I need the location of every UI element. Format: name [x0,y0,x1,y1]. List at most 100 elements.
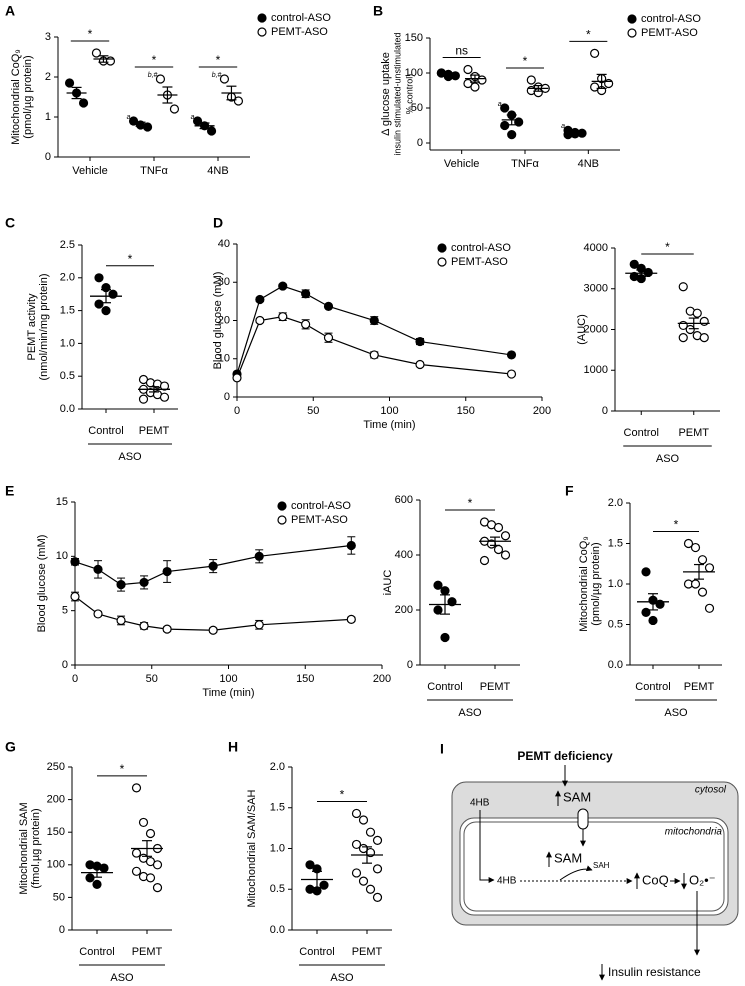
data-point [278,312,288,322]
y-tick-label: 50 [53,891,65,903]
panel-letter: F [565,483,574,499]
legend-marker [627,28,637,38]
data-point [159,392,170,402]
group-label: a [498,101,502,108]
data-point [500,531,511,541]
y-axis-label: (nmol/min/mg protein) [38,274,50,381]
legend-marker [277,515,287,525]
data-point [131,783,142,793]
data-point [93,609,103,619]
panel-letter: H [228,739,238,755]
y-tick-label: 1.5 [608,537,623,549]
data-point [255,315,265,326]
y-tick-label: 0.5 [60,370,75,382]
significance-label: * [674,518,679,532]
data-point [372,835,383,845]
y-tick-label: 2.0 [270,761,285,773]
y-axis-label: (pmol/µg protein) [590,542,602,625]
data-point [440,586,450,596]
y-axis-label: (pmol/µg protein) [22,55,34,138]
data-point [232,373,242,383]
y-tick-label: 0 [45,151,51,163]
data-point [351,808,362,819]
x-tick-label: Vehicle [444,158,479,170]
x-tick-label: 150 [457,405,475,417]
data-point [138,817,149,828]
legend-marker [277,501,287,511]
data-point [139,577,149,588]
significance-label: * [523,54,528,68]
group-label: a [561,123,565,130]
data-point [507,130,517,140]
compartment-label: mitochondria [665,827,723,838]
series-line [236,285,512,375]
panel-letter: G [5,739,16,755]
group-label: a [191,114,195,121]
data-point [447,597,457,607]
data-point [365,827,376,837]
y-tick-label: 0.0 [608,659,623,671]
data-point [254,551,264,561]
data-point [169,104,180,114]
data-point [704,563,715,573]
data-point [500,103,510,113]
data-point [346,614,356,624]
data-point [162,566,172,577]
x-tick-label: 50 [146,673,158,685]
data-point [219,74,230,84]
x-tick-label: Control [624,427,659,439]
x-tick-label: 4NB [207,165,228,177]
data-point [699,316,709,326]
data-point [678,282,688,292]
data-point [590,48,600,59]
data-point [415,336,425,347]
data-point [685,324,695,335]
x-tick-label: TNFα [511,158,539,170]
data-point [506,350,517,360]
y-tick-label: 0.5 [270,883,285,895]
y-tick-label: 150 [405,32,423,44]
y-tick-label: 0 [602,405,608,417]
significance-label: * [665,240,670,254]
data-point [493,522,504,533]
y-tick-label: 2.5 [60,239,75,251]
data-point [493,544,504,555]
mitochondria-inner [463,821,725,912]
y-tick-label: 30 [218,276,230,288]
data-point [697,587,708,597]
y-axis-label: Blood glucose (mM) [212,272,224,370]
legend-label: PEMT-ASO [271,26,328,38]
legend-label: PEMT-ASO [641,27,698,39]
legend-marker [257,13,267,23]
y-axis-label: Mitochondrial SAM [18,802,30,894]
y-tick-label: 0 [224,391,230,403]
group-label: ASO [458,707,482,719]
data-point [470,82,480,92]
y-tick-label: 5 [62,605,68,617]
significance-label: * [586,28,591,42]
data-point [301,289,311,299]
y-tick-label: 1000 [584,364,608,376]
arrow [479,810,495,883]
data-point [64,78,75,88]
x-tick-label: PEMT [684,681,715,693]
y-tick-label: 0 [59,924,65,936]
x-tick-label: 200 [373,673,391,685]
panel-letter: C [5,215,15,231]
data-point [255,294,265,305]
node: CoQ [642,872,669,887]
data-point [233,96,244,106]
x-tick-label: 100 [380,405,398,417]
node: O₂•⁻ [689,872,716,887]
x-tick-label: PEMT [139,425,170,437]
y-axis-label: Blood glucose (mM) [36,535,48,633]
y-tick-label: 2 [45,71,51,83]
data-point [94,299,104,309]
data-point [526,75,536,85]
data-point [358,815,369,825]
y-axis-label: % control) [404,74,414,115]
data-point [648,615,658,626]
y-tick-label: 1.0 [608,578,623,590]
y-tick-label: 1 [45,111,51,123]
data-point [70,557,80,567]
